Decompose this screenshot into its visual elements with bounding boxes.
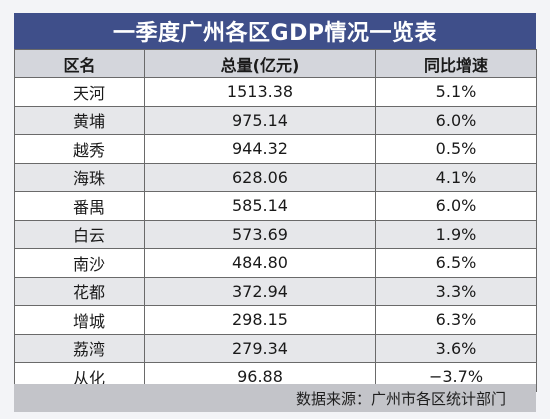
district-cell: 天河 bbox=[14, 77, 145, 107]
district-cell: 海珠 bbox=[14, 162, 145, 192]
district-cell: 番禺 bbox=[14, 191, 145, 221]
total-cell: 573.69 bbox=[144, 219, 376, 249]
total-cell: 585.14 bbox=[144, 191, 376, 221]
total-cell: 484.80 bbox=[144, 248, 376, 278]
district-cell: 花都 bbox=[14, 276, 145, 306]
total-cell: 279.34 bbox=[144, 333, 376, 363]
table-row: 南沙 484.80 6.5% bbox=[14, 248, 537, 278]
gdp-table: 区名 总量(亿元) 同比增速 天河 1513.38 5.1% 黄埔 975.14… bbox=[14, 49, 537, 392]
district-cell: 荔湾 bbox=[14, 333, 145, 363]
table-row: 增城 298.15 6.3% bbox=[14, 305, 537, 335]
table-row: 海珠 628.06 4.1% bbox=[14, 162, 537, 192]
growth-cell: 3.6% bbox=[375, 333, 537, 363]
growth-cell: 4.1% bbox=[375, 162, 537, 192]
growth-cell: 0.5% bbox=[375, 134, 537, 164]
district-cell: 增城 bbox=[14, 305, 145, 335]
growth-cell: 6.5% bbox=[375, 248, 537, 278]
growth-cell: 3.3% bbox=[375, 276, 537, 306]
table-row: 天河 1513.38 5.1% bbox=[14, 77, 537, 107]
total-cell: 298.15 bbox=[144, 305, 376, 335]
total-cell: 944.32 bbox=[144, 134, 376, 164]
total-cell: 1513.38 bbox=[144, 77, 376, 107]
table-row: 白云 573.69 1.9% bbox=[14, 219, 537, 249]
growth-cell: 5.1% bbox=[375, 77, 537, 107]
table-row: 花都 372.94 3.3% bbox=[14, 276, 537, 306]
district-cell: 白云 bbox=[14, 219, 145, 249]
table-row: 越秀 944.32 0.5% bbox=[14, 134, 537, 164]
growth-cell: 6.0% bbox=[375, 191, 537, 221]
district-cell: 黄埔 bbox=[14, 105, 145, 135]
growth-cell: 6.0% bbox=[375, 105, 537, 135]
growth-cell: 6.3% bbox=[375, 305, 537, 335]
total-cell: 372.94 bbox=[144, 276, 376, 306]
header-total: 总量(亿元) bbox=[144, 49, 376, 78]
header-growth: 同比增速 bbox=[375, 49, 537, 78]
total-cell: 628.06 bbox=[144, 162, 376, 192]
table-header-row: 区名 总量(亿元) 同比增速 bbox=[14, 49, 537, 78]
total-cell: 975.14 bbox=[144, 105, 376, 135]
district-cell: 南沙 bbox=[14, 248, 145, 278]
table-row: 黄埔 975.14 6.0% bbox=[14, 105, 537, 135]
data-source-note: 数据来源：广州市各区统计部门 bbox=[14, 384, 536, 412]
table-row: 番禺 585.14 6.0% bbox=[14, 191, 537, 221]
district-cell: 越秀 bbox=[14, 134, 145, 164]
header-district: 区名 bbox=[14, 49, 145, 78]
table-row: 荔湾 279.34 3.6% bbox=[14, 333, 537, 363]
table-title: 一季度广州各区GDP情况一览表 bbox=[14, 13, 536, 49]
growth-cell: 1.9% bbox=[375, 219, 537, 249]
